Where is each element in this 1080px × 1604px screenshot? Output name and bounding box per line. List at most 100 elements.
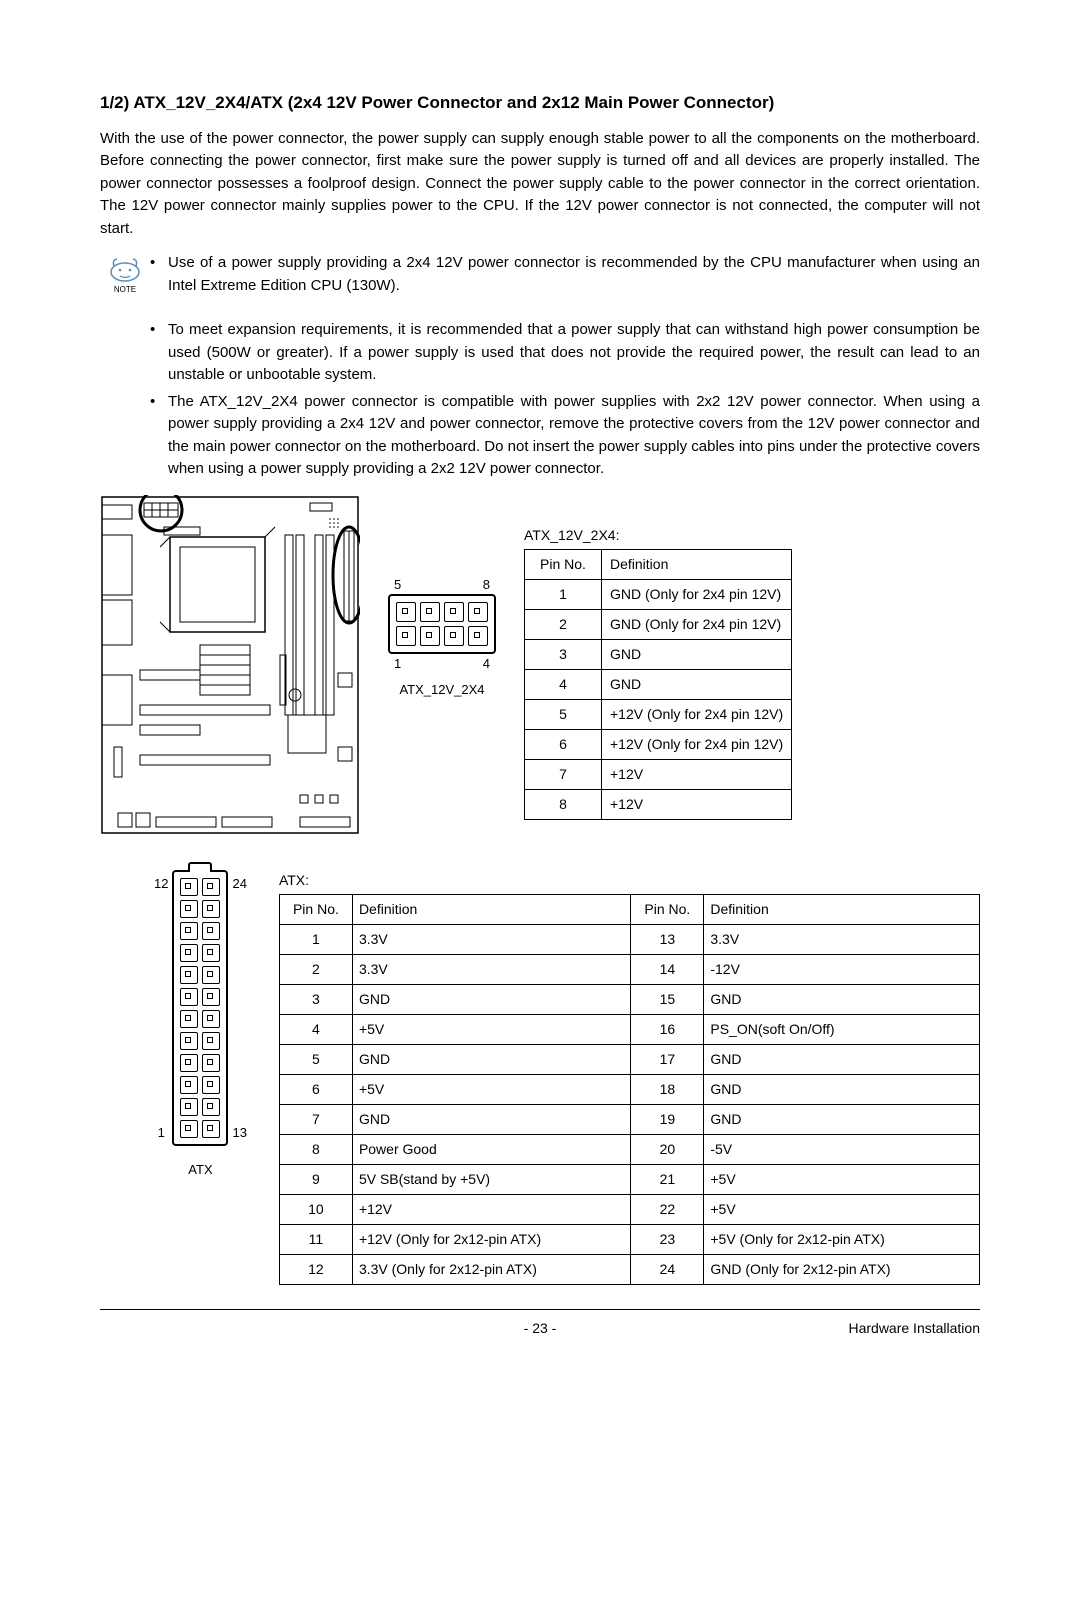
table-cell: +12V (Only for 2x4 pin 12V) <box>602 699 792 729</box>
bullet-item: To meet expansion requirements, it is re… <box>150 319 980 387</box>
table-cell: GND <box>704 1105 980 1135</box>
table-cell: 19 <box>631 1105 704 1135</box>
table-cell: GND <box>704 985 980 1015</box>
table-cell: 1 <box>525 579 602 609</box>
table-cell: 2 <box>525 609 602 639</box>
lower-diagram-row: 12 1 24 13 ATX ATX: Pin No. Definition P… <box>100 870 980 1285</box>
connector-label: ATX <box>150 1160 251 1180</box>
table-cell: 4 <box>279 1015 352 1045</box>
note-block: NOTE Use of a power supply providing a 2… <box>100 252 980 315</box>
table-header-row: Pin No. Definition Pin No. Definition <box>279 895 979 925</box>
table-cell: 12 <box>279 1255 352 1285</box>
bullet-list-continued: To meet expansion requirements, it is re… <box>150 319 980 481</box>
table-cell: 13 <box>631 925 704 955</box>
table-cell: 9 <box>279 1165 352 1195</box>
table-header: Definition <box>704 895 980 925</box>
table-cell: +5V <box>704 1195 980 1225</box>
pin-label: 5 <box>394 575 401 595</box>
table-cell: 7 <box>279 1105 352 1135</box>
table-cell: GND <box>352 1105 630 1135</box>
table-header: Pin No. <box>631 895 704 925</box>
table-cell: GND (Only for 2x12-pin ATX) <box>704 1255 980 1285</box>
pin-label: 13 <box>232 1123 246 1143</box>
page-footer: - 23 - Hardware Installation <box>100 1309 980 1339</box>
table-cell: 15 <box>631 985 704 1015</box>
atx-12v-2x4-diagram: 5 8 1 4 ATX_12V_2X4 <box>388 575 496 700</box>
table-row: 3GND <box>525 639 792 669</box>
table-cell: 24 <box>631 1255 704 1285</box>
table-row: 3GND15GND <box>279 985 979 1015</box>
table-cell: 3 <box>525 639 602 669</box>
table-caption: ATX_12V_2X4: <box>524 525 792 546</box>
table-cell: 8 <box>279 1135 352 1165</box>
table-row: 6+12V (Only for 2x4 pin 12V) <box>525 729 792 759</box>
table-row: 10+12V22+5V <box>279 1195 979 1225</box>
table-cell: 7 <box>525 759 602 789</box>
table-header: Pin No. <box>525 549 602 579</box>
table-cell: GND (Only for 2x4 pin 12V) <box>602 609 792 639</box>
table-header: Definition <box>352 895 630 925</box>
table-row: 1GND (Only for 2x4 pin 12V) <box>525 579 792 609</box>
table-cell: 6 <box>525 729 602 759</box>
atx-12v-table: Pin No. Definition 1GND (Only for 2x4 pi… <box>524 549 792 820</box>
pin-label: 1 <box>154 1123 168 1143</box>
table-row: 7+12V <box>525 759 792 789</box>
table-cell: GND <box>602 669 792 699</box>
note-label: NOTE <box>114 285 136 294</box>
table-row: 7GND19GND <box>279 1105 979 1135</box>
table-cell: +12V <box>352 1195 630 1225</box>
table-cell: 3.3V <box>352 955 630 985</box>
table-cell: 5 <box>525 699 602 729</box>
table-cell: 6 <box>279 1075 352 1105</box>
connector-label: ATX_12V_2X4 <box>388 680 496 700</box>
table-row: 5+12V (Only for 2x4 pin 12V) <box>525 699 792 729</box>
table-cell: +12V <box>602 789 792 819</box>
table-cell: 3 <box>279 985 352 1015</box>
atx-table-wrap: ATX: Pin No. Definition Pin No. Definiti… <box>279 870 980 1285</box>
note-icon: NOTE <box>100 254 150 296</box>
table-cell: -12V <box>704 955 980 985</box>
pin-label: 12 <box>154 874 168 894</box>
table-cell: 3.3V <box>704 925 980 955</box>
table-cell: 4 <box>525 669 602 699</box>
atx-table: Pin No. Definition Pin No. Definition 13… <box>279 894 980 1285</box>
table-cell: GND (Only for 2x4 pin 12V) <box>602 579 792 609</box>
table-cell: +5V <box>352 1015 630 1045</box>
table-cell: +5V <box>704 1165 980 1195</box>
table-cell: 5 <box>279 1045 352 1075</box>
table-cell: 8 <box>525 789 602 819</box>
pin-label: 4 <box>483 654 490 674</box>
table-row: 11+12V (Only for 2x12-pin ATX)23+5V (Onl… <box>279 1225 979 1255</box>
table-cell: -5V <box>704 1135 980 1165</box>
table-cell: +12V (Only for 2x12-pin ATX) <box>352 1225 630 1255</box>
note-bullet-list: Use of a power supply providing a 2x4 12… <box>150 252 980 301</box>
table-cell: 21 <box>631 1165 704 1195</box>
bullet-item: The ATX_12V_2X4 power connector is compa… <box>150 391 980 481</box>
footer-section: Hardware Installation <box>687 1318 980 1339</box>
pin-label: 24 <box>232 874 246 894</box>
table-cell: GND <box>352 985 630 1015</box>
intro-paragraph: With the use of the power connector, the… <box>100 128 980 241</box>
table-cell: GND <box>352 1045 630 1075</box>
table-cell: 14 <box>631 955 704 985</box>
table-cell: +5V <box>352 1075 630 1105</box>
table-cell: Power Good <box>352 1135 630 1165</box>
table-row: 2GND (Only for 2x4 pin 12V) <box>525 609 792 639</box>
table-header: Pin No. <box>279 895 352 925</box>
table-cell: +5V (Only for 2x12-pin ATX) <box>704 1225 980 1255</box>
table-cell: PS_ON(soft On/Off) <box>704 1015 980 1045</box>
atx-connector-diagram: 12 1 24 13 ATX <box>150 870 251 1180</box>
table-row: 8Power Good20-5V <box>279 1135 979 1165</box>
table-cell: +12V <box>602 759 792 789</box>
table-cell: 18 <box>631 1075 704 1105</box>
table-cell: 5V SB(stand by +5V) <box>352 1165 630 1195</box>
table-cell: 11 <box>279 1225 352 1255</box>
table-header-row: Pin No. Definition <box>525 549 792 579</box>
table-row: 95V SB(stand by +5V)21+5V <box>279 1165 979 1195</box>
table-cell: GND <box>602 639 792 669</box>
table-cell: 1 <box>279 925 352 955</box>
pin-label: 8 <box>483 575 490 595</box>
table-cell: 2 <box>279 955 352 985</box>
pin-label: 1 <box>394 654 401 674</box>
table-header: Definition <box>602 549 792 579</box>
